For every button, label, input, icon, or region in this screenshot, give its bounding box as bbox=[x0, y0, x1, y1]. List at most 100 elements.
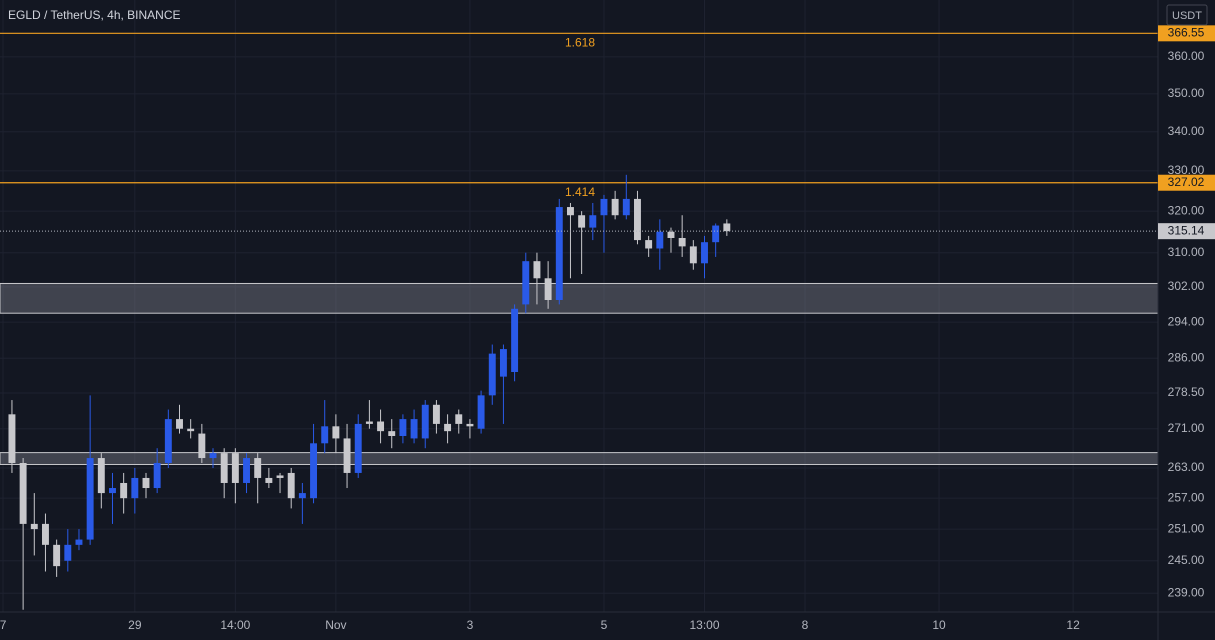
candle-body bbox=[332, 426, 340, 439]
plot: 1.618 1.414 bbox=[0, 32, 1159, 610]
y-tick-label: 320.00 bbox=[1168, 203, 1205, 217]
axis: 239.00 245.00 251.00 257.00 263.00 271.00 278.… bbox=[0, 25, 1215, 632]
candle-body bbox=[589, 215, 597, 228]
x-tick-label: 14:00 bbox=[220, 618, 250, 632]
candle-body bbox=[712, 225, 720, 243]
y-tick-label: 251.00 bbox=[1168, 521, 1205, 535]
candle-body bbox=[455, 414, 463, 424]
candle-body bbox=[86, 458, 94, 540]
y-tick-label: 239.00 bbox=[1168, 585, 1205, 599]
candle-body bbox=[19, 462, 27, 524]
y-tick-label: 310.00 bbox=[1168, 245, 1205, 259]
currency-box[interactable] bbox=[1166, 4, 1208, 26]
candle-body bbox=[176, 419, 183, 429]
price-tag-label: 366.55 bbox=[1168, 25, 1205, 39]
candle-body bbox=[533, 261, 541, 279]
price-tag-label: 327.02 bbox=[1168, 175, 1205, 189]
candle-body bbox=[97, 458, 105, 494]
currency-label[interactable]: USDT bbox=[1172, 10, 1202, 22]
chart-title: EGLD / TetherUS, 4h, BINANCE bbox=[8, 8, 181, 22]
zone bbox=[0, 452, 1159, 465]
y-tick-label: 294.00 bbox=[1168, 314, 1205, 328]
y-tick-label: 245.00 bbox=[1168, 553, 1205, 567]
price-tag bbox=[1158, 223, 1215, 240]
candle-body bbox=[287, 472, 295, 499]
candle-body bbox=[667, 231, 675, 239]
candle-body bbox=[354, 423, 362, 473]
candle-body bbox=[477, 395, 485, 429]
candle-body bbox=[522, 261, 530, 305]
candle-body bbox=[622, 198, 630, 216]
x-tick-label: 12 bbox=[1066, 618, 1080, 632]
candle-body bbox=[30, 523, 38, 530]
candle-body bbox=[310, 443, 318, 499]
candle-body bbox=[254, 458, 262, 478]
candle-body bbox=[421, 404, 429, 439]
candle-body bbox=[231, 453, 239, 483]
fib-label: 1.618 bbox=[565, 35, 595, 49]
candle-body bbox=[198, 433, 206, 459]
candle-body bbox=[8, 414, 16, 463]
y-tick-label: 350.00 bbox=[1168, 86, 1205, 100]
candle-body bbox=[75, 539, 83, 545]
candle-body bbox=[566, 207, 574, 216]
candle-body bbox=[678, 238, 686, 247]
candle-body bbox=[276, 475, 284, 478]
candle-body bbox=[64, 544, 72, 561]
fib-label: 1.414 bbox=[565, 185, 595, 199]
candle-body bbox=[377, 421, 385, 432]
candle-body bbox=[555, 207, 563, 301]
candle-body bbox=[388, 431, 396, 436]
candle-body bbox=[689, 246, 697, 264]
candle-body bbox=[187, 428, 195, 432]
candle-body bbox=[488, 353, 496, 396]
price-tag-label: 315.14 bbox=[1168, 223, 1205, 237]
y-tick-label: 271.00 bbox=[1168, 421, 1205, 435]
y-tick-label: 263.00 bbox=[1168, 460, 1205, 474]
x-tick-label: 10 bbox=[932, 618, 946, 632]
candle-body bbox=[298, 493, 306, 499]
y-tick-label: 286.00 bbox=[1168, 350, 1205, 364]
candle-body bbox=[365, 421, 373, 424]
x-tick-label: 5 bbox=[601, 618, 608, 632]
x-tick-label: Nov bbox=[325, 618, 346, 632]
candle-body bbox=[600, 198, 608, 216]
candle-body bbox=[611, 198, 619, 216]
candle-body bbox=[131, 477, 139, 499]
candle-body bbox=[499, 349, 507, 377]
candle-body bbox=[444, 423, 452, 432]
price-tag bbox=[1158, 174, 1215, 191]
zone bbox=[0, 282, 1159, 314]
candle-body bbox=[578, 215, 586, 228]
y-tick-label: 278.50 bbox=[1168, 385, 1205, 399]
x-tick-label: 13:00 bbox=[689, 618, 719, 632]
candle-body bbox=[466, 423, 474, 427]
candle-body bbox=[343, 438, 351, 473]
candle-body bbox=[432, 404, 440, 424]
candle-body bbox=[142, 477, 150, 489]
candle-body bbox=[53, 544, 61, 567]
candle-body bbox=[109, 488, 116, 494]
candle-body bbox=[645, 240, 653, 249]
candle-body bbox=[410, 419, 418, 439]
candle-body bbox=[153, 462, 161, 489]
candle-body bbox=[544, 278, 552, 301]
candle-body bbox=[399, 419, 407, 436]
candle-body bbox=[41, 523, 49, 545]
candle-body bbox=[511, 308, 519, 373]
x-tick-label: 3 bbox=[467, 618, 474, 632]
candle-body bbox=[634, 198, 641, 241]
candle-body bbox=[164, 419, 172, 463]
x-tick-label: 7 bbox=[0, 618, 7, 632]
candle-body bbox=[120, 482, 128, 499]
candle-body bbox=[723, 223, 731, 232]
candle-body bbox=[243, 458, 250, 483]
x-tick-label: 8 bbox=[802, 618, 809, 632]
candle-body bbox=[656, 231, 664, 249]
y-tick-label: 360.00 bbox=[1168, 49, 1205, 63]
price-tag bbox=[1158, 25, 1215, 42]
y-tick-label: 340.00 bbox=[1168, 124, 1205, 138]
candle-body bbox=[701, 242, 708, 264]
